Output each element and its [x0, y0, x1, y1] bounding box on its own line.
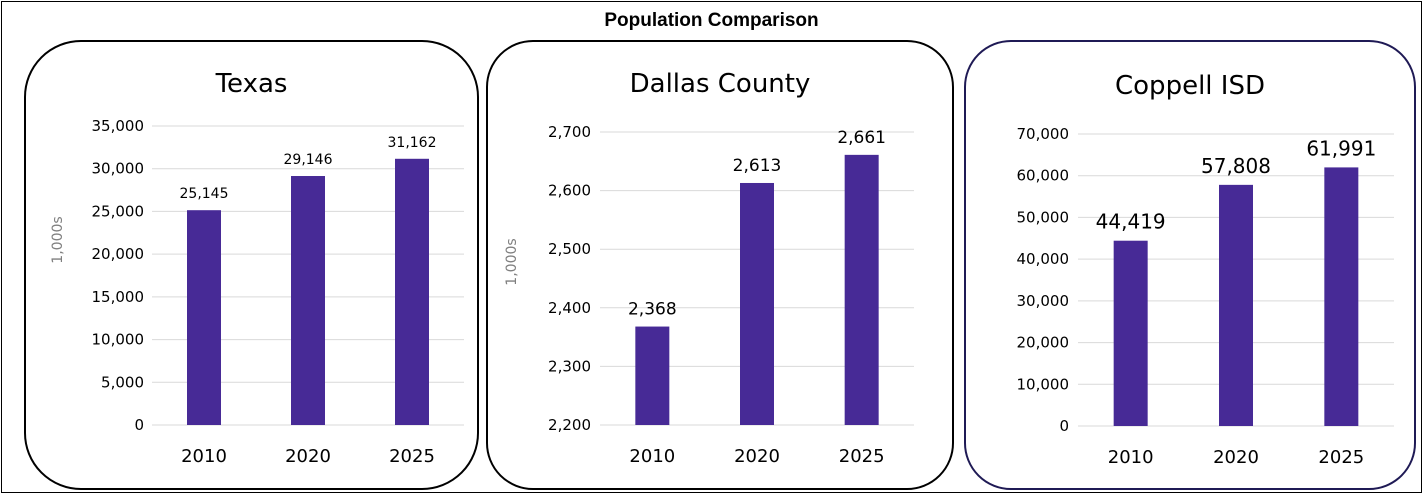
data-label: 44,419	[1096, 210, 1166, 234]
panel-border	[964, 40, 1416, 490]
chart-panel-texas: Texas 0 5,000 10,000 15,000 20,000 25,000 30,00…	[24, 40, 479, 490]
y-tick-label: 2,500	[548, 240, 591, 258]
panel-border	[24, 40, 479, 490]
bar	[844, 154, 879, 425]
panel-border	[486, 40, 954, 490]
y-tick-label: 2,400	[548, 299, 591, 317]
y-tick-label: 50,000	[1017, 208, 1070, 226]
x-tick-label: 2010	[181, 446, 227, 467]
panel-title: Coppell ISD	[1115, 71, 1265, 101]
y-tick-label: 20,000	[92, 245, 145, 263]
bar	[635, 326, 670, 425]
y-tick-label: 2,200	[548, 416, 591, 434]
x-tick-label: 2010	[1108, 447, 1154, 468]
panel-title: Texas	[215, 69, 288, 99]
bar	[1113, 240, 1148, 426]
y-tick-label: 35,000	[92, 117, 145, 135]
data-label: 2,368	[628, 300, 677, 320]
x-tick-label: 2020	[734, 446, 780, 467]
data-label: 25,145	[180, 186, 229, 202]
y-axis-label: 1,000s	[504, 238, 520, 285]
bar	[187, 210, 221, 425]
y-tick-label: 30,000	[92, 160, 145, 178]
y-axis-label: 1,000s	[50, 216, 66, 263]
x-tick-label: 2010	[629, 446, 675, 467]
chart-panel-coppell-isd: Coppell ISD 0 10,000 20,000 30,000 40,000 50,0…	[964, 40, 1416, 490]
data-label: 57,808	[1201, 154, 1271, 178]
y-tick-label: 30,000	[1017, 292, 1070, 310]
y-tick-label: 20,000	[1017, 334, 1070, 352]
x-tick-label: 2025	[839, 446, 885, 467]
x-tick-label: 2025	[389, 446, 435, 467]
chart-panel-dallas-county: Dallas County 2,200 2,300 2,400 2,500 2,600 2,…	[486, 40, 954, 490]
x-tick-label: 2020	[285, 446, 331, 467]
data-label: 2,661	[837, 128, 886, 148]
bar	[1219, 184, 1253, 426]
data-label: 61,991	[1306, 136, 1376, 160]
data-label: 31,162	[388, 135, 437, 151]
main-title: Population Comparison	[604, 10, 819, 31]
y-tick-label: 10,000	[92, 331, 145, 349]
data-label: 29,146	[284, 152, 333, 168]
y-tick-label: 10,000	[1017, 375, 1070, 393]
y-tick-label: 70,000	[1017, 125, 1070, 143]
y-tick-label: 2,300	[548, 357, 591, 375]
y-tick-label: 15,000	[92, 288, 145, 306]
y-tick-label: 0	[134, 416, 144, 434]
bar	[740, 182, 774, 425]
y-tick-label: 40,000	[1017, 250, 1070, 268]
y-tick-label: 2,700	[548, 123, 591, 141]
y-tick-label: 2,600	[548, 182, 591, 200]
y-tick-label: 0	[1059, 417, 1069, 435]
y-tick-label: 60,000	[1017, 167, 1070, 185]
y-tick-label: 5,000	[101, 373, 144, 391]
x-tick-label: 2020	[1213, 447, 1259, 468]
y-tick-label: 25,000	[92, 202, 145, 220]
bar	[395, 158, 429, 425]
x-tick-label: 2025	[1318, 447, 1364, 468]
panel-title: Dallas County	[630, 69, 811, 99]
data-label: 2,613	[733, 156, 782, 176]
bar	[1324, 167, 1359, 426]
bar	[291, 176, 325, 425]
